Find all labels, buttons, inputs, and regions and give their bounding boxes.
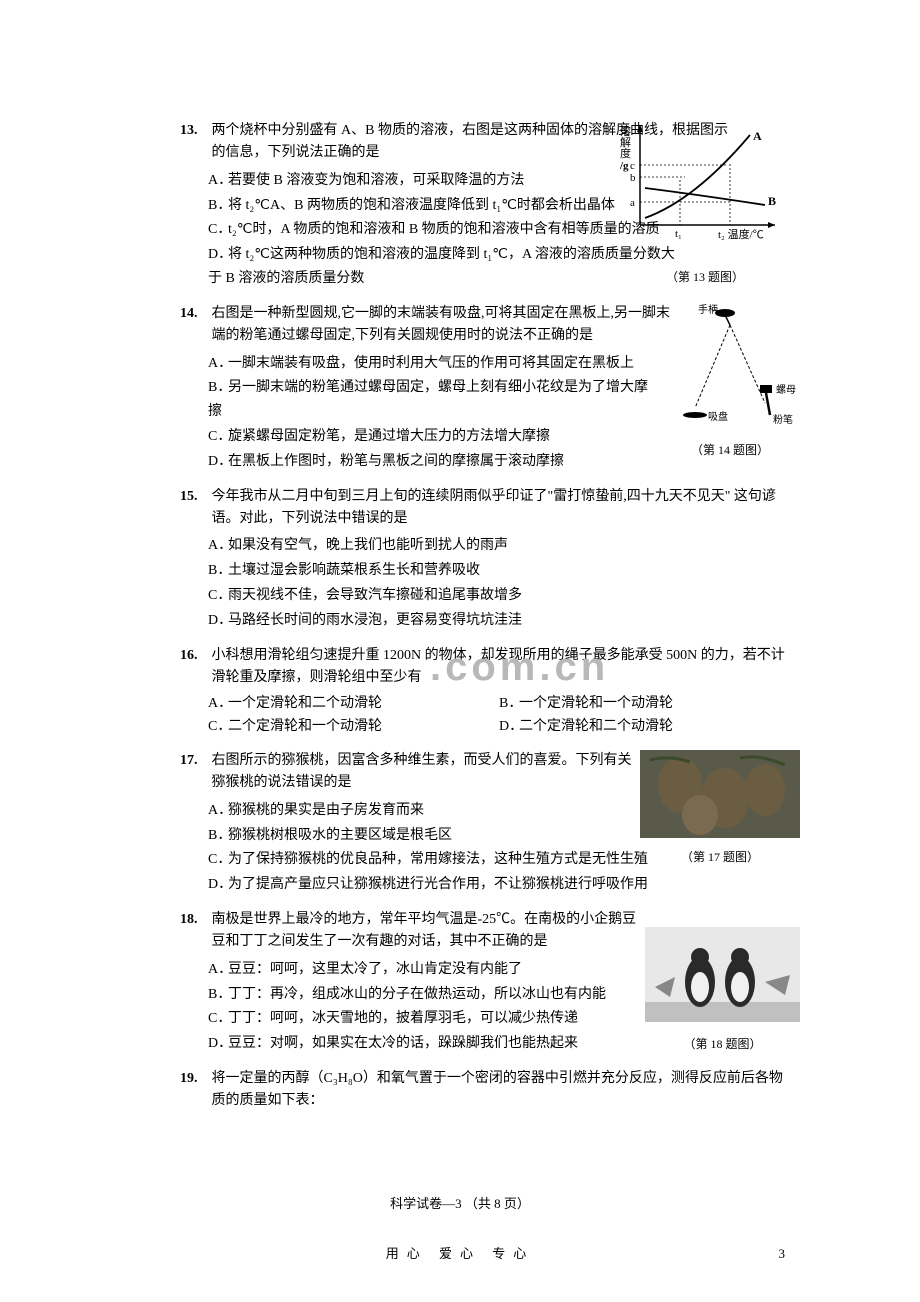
q-number: 14. bbox=[180, 303, 208, 325]
q-stem: 南极是世界上最冷的地方，常年平均气温是-25℃。在南极的小企鹅豆豆和丁丁之间发生… bbox=[212, 909, 642, 954]
question-18: 18. 南极是世界上最冷的地方，常年平均气温是-25℃。在南极的小企鹅豆豆和丁丁… bbox=[180, 909, 790, 1056]
q-stem: 右图所示的猕猴桃，因富含多种维生素，而受人们的喜爱。下列有关猕猴桃的说法错误的是 bbox=[212, 750, 642, 795]
q-number: 15. bbox=[180, 486, 208, 508]
option-d: D．马路经长时间的雨水浸泡，更容易变得坑坑洼洼 bbox=[208, 609, 790, 633]
compass-diagram: 手柄 吸盘 螺母 粉笔 bbox=[660, 303, 800, 433]
options-18: A．豆豆：呵呵，这里太冷了，冰山肯定没有内能了 B．丁丁：再冷，组成冰山的分子在… bbox=[180, 958, 620, 1056]
question-14: 14. 右图是一种新型圆规,它一脚的末端装有吸盘,可将其固定在黑板上,另一脚末端… bbox=[180, 303, 790, 474]
option-b: B．另一脚末端的粉笔通过螺母固定，螺母上刻有细小花纹是为了增大摩擦 bbox=[208, 376, 660, 424]
options-14: A．一脚末端装有吸盘，使用时利用大气压的作用可将其固定在黑板上 B．另一脚末端的… bbox=[180, 352, 660, 474]
q-stem: 将一定量的丙醇（C₃H₈O）和氧气置于一个密闭的容器中引燃并充分反应，测得反应前… bbox=[212, 1068, 790, 1113]
question-15: 15. 今年我市从二月中旬到三月上旬的连续阴雨似乎印证了"雷打惊蛰前,四十九天不… bbox=[180, 486, 790, 633]
options-13: A．若要使 B 溶液变为饱和溶液，可采取降温的方法 B．将 t₂℃A、B 两物质… bbox=[180, 169, 680, 291]
options-15: A．如果没有空气，晚上我们也能听到扰人的雨声 B．土壤过湿会影响蔬菜根系生长和营… bbox=[180, 534, 790, 632]
q-number: 19. bbox=[180, 1068, 208, 1090]
option-a: A．若要使 B 溶液变为饱和溶液，可采取降温的方法 bbox=[208, 169, 680, 193]
tick-b: b bbox=[630, 172, 636, 184]
page-number: 3 bbox=[779, 1246, 786, 1262]
option-b: B．丁丁：再冷，组成冰山的分子在做热运动，所以冰山也有内能 bbox=[208, 983, 620, 1007]
solubility-chart: 溶 解 度 /g A B c b a t₁ t₂ 温度/℃ bbox=[620, 120, 790, 260]
figure-14: 手柄 吸盘 螺母 粉笔 （第 14 题图） bbox=[660, 303, 800, 461]
q-number: 18. bbox=[180, 909, 208, 931]
svg-text:度: 度 bbox=[620, 146, 631, 160]
question-19: 19. 将一定量的丙醇（C₃H₈O）和氧气置于一个密闭的容器中引燃并充分反应，测… bbox=[180, 1068, 790, 1113]
option-b: B．土壤过湿会影响蔬菜根系生长和营养吸收 bbox=[208, 559, 790, 583]
option-b: B．将 t₂℃A、B 两物质的饱和溶液温度降低到 t₁℃时都会析出晶体 bbox=[208, 194, 680, 218]
option-c: C．t₂℃时，A 物质的饱和溶液和 B 物质的饱和溶液中含有相等质量的溶质 bbox=[208, 218, 680, 242]
option-d: D．为了提高产量应只让猕猴桃进行光合作用，不让猕猴桃进行呼吸作用 bbox=[208, 873, 790, 897]
series-b-label: B bbox=[768, 194, 776, 208]
question-13: 13. 两个烧杯中分别盛有 A、B 物质的溶液，右图是这两种固体的溶解度曲线，根… bbox=[180, 120, 790, 291]
option-c: C．二个定滑轮和一个动滑轮 bbox=[208, 716, 499, 738]
tick-c: c bbox=[630, 160, 635, 172]
tick-a: a bbox=[630, 197, 635, 209]
penguin-image bbox=[645, 927, 800, 1027]
q-number: 17. bbox=[180, 750, 208, 772]
footer-paper-label: 科学试卷—3 （共 8 页） bbox=[390, 1193, 530, 1212]
option-d: D．将 t₂℃这两种物质的饱和溶液的温度降到 t₁℃，A 溶液的溶质质量分数大于… bbox=[208, 243, 680, 291]
question-17: 17. 右图所示的猕猴桃，因富含多种维生素，而受人们的喜爱。下列有关猕猴桃的说法… bbox=[180, 750, 790, 897]
q-stem: 今年我市从二月中旬到三月上旬的连续阴雨似乎印证了"雷打惊蛰前,四十九天不见天" … bbox=[212, 486, 790, 531]
option-c: C．旋紧螺母固定粉笔，是通过增大压力的方法增大摩擦 bbox=[208, 425, 660, 449]
footer-motto: 用心 爱心 专心 bbox=[386, 1243, 535, 1262]
figure-13: 溶 解 度 /g A B c b a t₁ t₂ 温度/℃ （第 13 题图） bbox=[620, 120, 790, 288]
option-b: B．一个定滑轮和一个动滑轮 bbox=[499, 693, 790, 715]
label-suction: 吸盘 bbox=[708, 410, 728, 423]
option-d: D．豆豆：对啊，如果实在太冷的话，跺跺脚我们也能热起来 bbox=[208, 1032, 620, 1056]
series-a-label: A bbox=[753, 129, 762, 143]
tick-t1: t₁ bbox=[675, 228, 682, 240]
figure-18-caption: （第 18 题图） bbox=[645, 1035, 800, 1054]
label-handle: 手柄 bbox=[698, 303, 718, 316]
q-stem: 右图是一种新型圆规,它一脚的末端装有吸盘,可将其固定在黑板上,另一脚末端的粉笔通… bbox=[212, 303, 682, 348]
q-number: 13. bbox=[180, 120, 208, 142]
option-a: A．一个定滑轮和二个动滑轮 bbox=[208, 693, 499, 715]
svg-text:/g: /g bbox=[620, 160, 629, 172]
q-number: 16. bbox=[180, 645, 208, 667]
label-chalk: 粉笔 bbox=[773, 413, 793, 426]
option-d: D．在黑板上作图时，粉笔与黑板之间的摩擦属于滚动摩擦 bbox=[208, 450, 660, 474]
x-axis-label: t₂ 温度/℃ bbox=[718, 227, 764, 241]
figure-13-caption: （第 13 题图） bbox=[620, 268, 790, 287]
option-a: A．如果没有空气，晚上我们也能听到扰人的雨声 bbox=[208, 534, 790, 558]
figure-14-caption: （第 14 题图） bbox=[660, 441, 800, 460]
label-nut: 螺母 bbox=[776, 384, 796, 396]
figure-17-caption: （第 17 题图） bbox=[640, 848, 800, 867]
options-16: A．一个定滑轮和二个动滑轮 B．一个定滑轮和一个动滑轮 C．二个定滑轮和一个动滑… bbox=[180, 693, 790, 738]
figure-18: （第 18 题图） bbox=[645, 927, 800, 1055]
option-a: A．一脚末端装有吸盘，使用时利用大气压的作用可将其固定在黑板上 bbox=[208, 352, 660, 376]
watermark: .com.cn bbox=[430, 645, 609, 690]
figure-17: （第 17 题图） bbox=[640, 750, 800, 868]
option-d: D．二个定滑轮和二个动滑轮 bbox=[499, 716, 790, 738]
y-axis-label: 溶 bbox=[620, 124, 631, 138]
option-c: C．雨天视线不佳，会导致汽车擦碰和追尾事故增多 bbox=[208, 584, 790, 608]
svg-text:解: 解 bbox=[620, 135, 631, 149]
kiwi-image bbox=[640, 750, 800, 840]
option-a: A．豆豆：呵呵，这里太冷了，冰山肯定没有内能了 bbox=[208, 958, 620, 982]
option-c: C．丁丁：呵呵，冰天雪地的，披着厚羽毛，可以减少热传递 bbox=[208, 1007, 620, 1031]
